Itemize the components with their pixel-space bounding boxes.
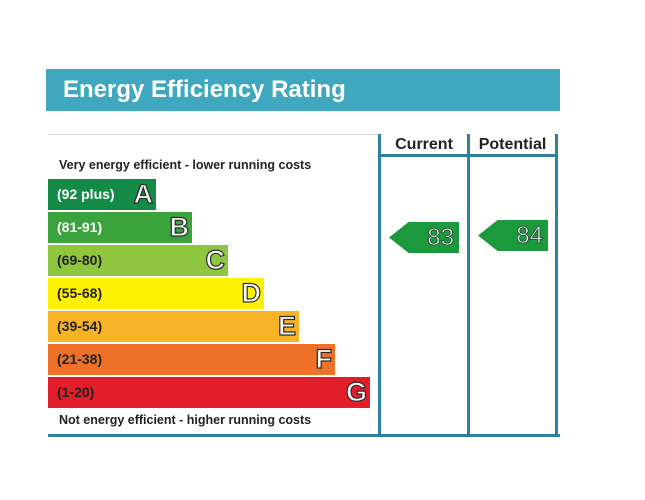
band-range-label: (69-80) <box>57 252 103 268</box>
column-divider <box>467 134 470 437</box>
caption-efficient: Very energy efficient - lower running co… <box>59 158 312 172</box>
chart-title: Energy Efficiency Rating <box>46 69 560 111</box>
bottom-divider <box>48 434 560 437</box>
band-range-label: (81-91) <box>57 219 103 235</box>
band-c: (69-80) C <box>48 244 228 276</box>
band-b: (81-91) B <box>48 211 192 243</box>
band-a: (92 plus) A <box>48 178 156 210</box>
band-range-label: (1-20) <box>57 384 95 400</box>
current-rating-arrow: 83 <box>389 222 459 253</box>
band-letter: F <box>315 343 333 374</box>
band-range-label: (92 plus) <box>57 186 115 202</box>
band-g: (1-20) G <box>48 376 370 408</box>
column-divider <box>378 134 381 437</box>
band-letter: A <box>133 178 154 209</box>
potential-column-header: Potential <box>478 136 547 153</box>
band-letter: E <box>277 310 296 341</box>
band-d: (55-68) D <box>48 277 264 309</box>
caption-inefficient: Not energy efficient - higher running co… <box>59 413 312 427</box>
band-letter: B <box>169 211 190 242</box>
band-f: (21-38) F <box>48 343 335 375</box>
band-letter: C <box>205 244 226 275</box>
potential-rating-arrow: 84 <box>478 220 548 251</box>
band-e: (39-54) E <box>48 310 299 342</box>
current-rating-value: 83 <box>427 224 454 252</box>
band-letter: G <box>345 376 367 407</box>
potential-rating-value: 84 <box>516 222 543 250</box>
band-range-label: (21-38) <box>57 351 103 367</box>
band-range-label: (55-68) <box>57 285 103 301</box>
header-divider <box>378 154 558 157</box>
band-letter: D <box>241 277 262 308</box>
column-divider <box>555 134 558 437</box>
top-divider <box>48 134 378 135</box>
current-column-header: Current <box>395 136 453 153</box>
band-range-label: (39-54) <box>57 318 103 334</box>
